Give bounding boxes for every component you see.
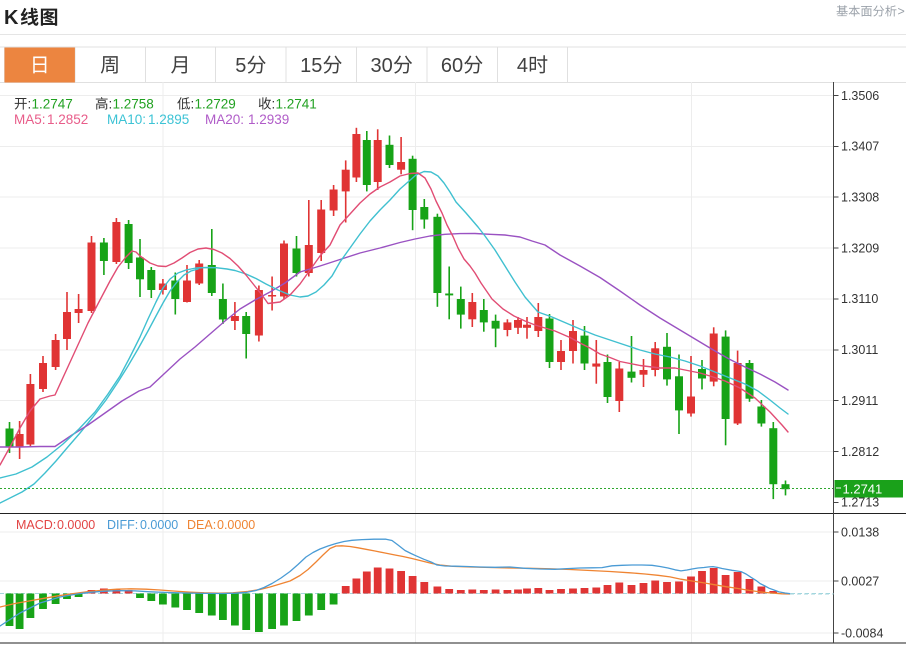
svg-text:4: 4 — [517, 55, 528, 77]
svg-text:>: > — [898, 5, 905, 19]
svg-text:1.2729: 1.2729 — [195, 97, 236, 112]
svg-text:MA10:: MA10: — [107, 112, 146, 127]
svg-text::: : — [272, 97, 276, 112]
svg-text:1.3011: 1.3011 — [841, 343, 878, 357]
svg-text:1.2741: 1.2741 — [276, 97, 317, 112]
svg-text:1.2747: 1.2747 — [32, 97, 73, 112]
svg-text:DEA:: DEA: — [187, 518, 216, 532]
svg-text:1.2895: 1.2895 — [148, 112, 189, 127]
svg-text:1.2911: 1.2911 — [841, 394, 878, 408]
svg-text:15: 15 — [300, 55, 322, 77]
svg-text::: : — [109, 97, 113, 112]
svg-text:0.0027: 0.0027 — [841, 574, 879, 588]
svg-text:K: K — [4, 7, 19, 29]
svg-text:30: 30 — [371, 55, 393, 77]
svg-text:MA20:: MA20: — [205, 112, 244, 127]
svg-text:1.2713: 1.2713 — [841, 496, 879, 510]
svg-text:1.3407: 1.3407 — [841, 140, 879, 154]
svg-text:1.3110: 1.3110 — [841, 292, 878, 306]
svg-text:-0.0084: -0.0084 — [841, 626, 883, 640]
svg-text::: : — [28, 97, 32, 112]
svg-text:1.3506: 1.3506 — [841, 89, 879, 103]
svg-text:MA5:: MA5: — [14, 112, 46, 127]
svg-text:1.2812: 1.2812 — [841, 445, 879, 459]
svg-text:1.2741: 1.2741 — [843, 482, 883, 497]
svg-text:5: 5 — [235, 55, 246, 77]
svg-text:60: 60 — [441, 55, 463, 77]
svg-text::: : — [191, 97, 195, 112]
svg-text:0.0000: 0.0000 — [217, 518, 255, 532]
svg-text:0.0000: 0.0000 — [140, 518, 178, 532]
svg-text:DIFF:: DIFF: — [107, 518, 138, 532]
svg-text:0.0138: 0.0138 — [841, 525, 879, 539]
svg-text:1.2852: 1.2852 — [47, 112, 88, 127]
svg-text:0.0000: 0.0000 — [57, 518, 95, 532]
svg-text:1.2939: 1.2939 — [248, 112, 289, 127]
svg-text:1.3308: 1.3308 — [841, 191, 879, 205]
svg-text:1.3209: 1.3209 — [841, 241, 879, 255]
svg-text:1.2758: 1.2758 — [113, 97, 154, 112]
svg-text:MACD:: MACD: — [16, 518, 56, 532]
